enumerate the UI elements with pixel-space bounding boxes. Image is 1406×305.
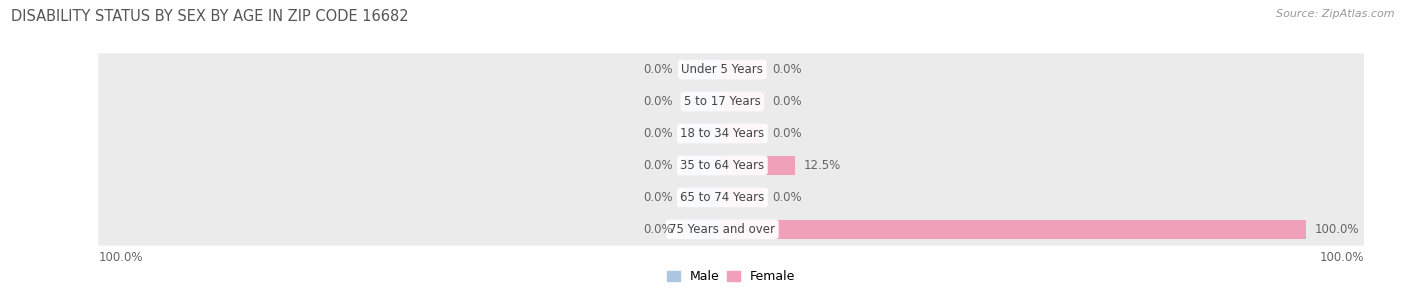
Text: 0.0%: 0.0%: [772, 63, 801, 76]
FancyBboxPatch shape: [98, 149, 1364, 182]
Text: 65 to 74 Years: 65 to 74 Years: [681, 191, 765, 204]
Text: 12.5%: 12.5%: [804, 159, 841, 172]
FancyBboxPatch shape: [98, 213, 1364, 246]
Text: 100.0%: 100.0%: [1319, 251, 1364, 264]
Text: 0.0%: 0.0%: [643, 95, 673, 108]
Bar: [723, 156, 796, 175]
Text: 0.0%: 0.0%: [643, 127, 673, 140]
Text: 5 to 17 Years: 5 to 17 Years: [683, 95, 761, 108]
Text: 0.0%: 0.0%: [772, 191, 801, 204]
Text: 0.0%: 0.0%: [772, 95, 801, 108]
Bar: [682, 60, 723, 79]
FancyBboxPatch shape: [98, 53, 1364, 86]
Text: 0.0%: 0.0%: [643, 223, 673, 236]
Bar: [723, 220, 1306, 239]
FancyBboxPatch shape: [98, 181, 1364, 214]
Bar: [723, 92, 763, 111]
Bar: [723, 188, 763, 207]
Text: 18 to 34 Years: 18 to 34 Years: [681, 127, 765, 140]
FancyBboxPatch shape: [98, 85, 1364, 118]
Text: 0.0%: 0.0%: [643, 63, 673, 76]
Text: 0.0%: 0.0%: [643, 159, 673, 172]
FancyBboxPatch shape: [98, 117, 1364, 150]
Text: Source: ZipAtlas.com: Source: ZipAtlas.com: [1277, 9, 1395, 19]
Text: 100.0%: 100.0%: [98, 251, 143, 264]
Text: Under 5 Years: Under 5 Years: [682, 63, 763, 76]
Bar: [682, 156, 723, 175]
Bar: [682, 188, 723, 207]
Bar: [723, 60, 763, 79]
Text: 100.0%: 100.0%: [1315, 223, 1358, 236]
Text: 0.0%: 0.0%: [772, 127, 801, 140]
Text: DISABILITY STATUS BY SEX BY AGE IN ZIP CODE 16682: DISABILITY STATUS BY SEX BY AGE IN ZIP C…: [11, 9, 409, 24]
Bar: [682, 220, 723, 239]
Legend: Male, Female: Male, Female: [662, 265, 800, 288]
Bar: [682, 124, 723, 143]
Text: 75 Years and over: 75 Years and over: [669, 223, 775, 236]
Bar: [723, 124, 763, 143]
Text: 0.0%: 0.0%: [643, 191, 673, 204]
Text: 35 to 64 Years: 35 to 64 Years: [681, 159, 765, 172]
Bar: [682, 92, 723, 111]
